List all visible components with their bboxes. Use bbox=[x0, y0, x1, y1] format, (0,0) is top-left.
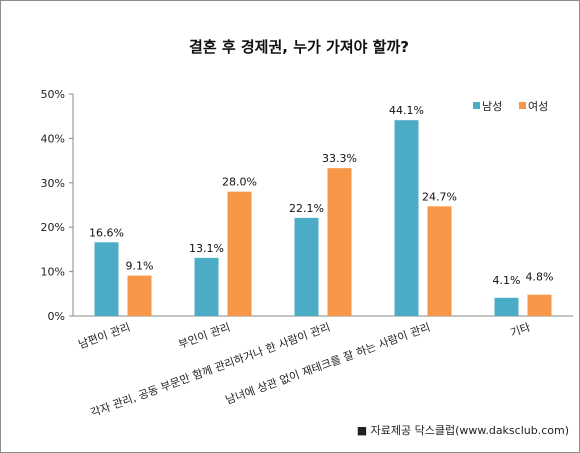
x-category-label: 남편이 관리 bbox=[77, 321, 132, 352]
bar-남성-0 bbox=[94, 242, 119, 316]
bar-남성-4 bbox=[494, 297, 519, 316]
y-tick-label: 30% bbox=[41, 177, 65, 190]
legend-swatch-남성 bbox=[473, 102, 480, 109]
y-tick-label: 20% bbox=[41, 221, 65, 234]
data-label: 4.8% bbox=[526, 271, 554, 284]
y-tick-label: 10% bbox=[41, 266, 65, 279]
data-label: 28.0% bbox=[222, 176, 257, 189]
bar-남성-1 bbox=[194, 257, 219, 316]
data-label: 44.1% bbox=[389, 104, 424, 117]
bar-여성-2 bbox=[327, 168, 352, 316]
x-category-label: 기타 bbox=[509, 321, 532, 340]
x-category-label: 부인이 관리 bbox=[177, 321, 232, 352]
axes: 0% 10% 20% 30% 40% 50% bbox=[41, 88, 573, 323]
bar-여성-1 bbox=[227, 191, 252, 316]
data-label: 22.1% bbox=[289, 202, 324, 215]
data-label: 16.6% bbox=[89, 226, 124, 239]
source-note: ■ 자료제공 닥스클럽(www.daksclub.com) bbox=[357, 423, 569, 437]
data-label: 4.1% bbox=[493, 274, 521, 287]
y-tick-label: 50% bbox=[41, 88, 65, 101]
data-label: 24.7% bbox=[422, 190, 457, 203]
bar-남성-2 bbox=[294, 217, 319, 316]
data-label: 9.1% bbox=[126, 260, 154, 273]
y-tick-label: 0% bbox=[48, 310, 65, 323]
data-label: 33.3% bbox=[322, 152, 357, 165]
bar-여성-3 bbox=[427, 206, 452, 316]
legend-label: 남성 bbox=[482, 100, 502, 113]
legend: 남성 여성 bbox=[473, 100, 548, 113]
bars: 16.6% 9.1% 남편이 관리 13.1% 28.0% 부인이 관리 22.1% 33.3… bbox=[77, 104, 554, 420]
bar-여성-4 bbox=[527, 294, 552, 316]
legend-swatch-여성 bbox=[519, 102, 526, 109]
bar-여성-0 bbox=[127, 275, 152, 316]
bar-남성-3 bbox=[394, 120, 419, 316]
chart-title: 결혼 후 경제권, 누가 가져야 할까? bbox=[189, 38, 409, 56]
data-label: 13.1% bbox=[189, 242, 224, 255]
y-tick-label: 40% bbox=[41, 132, 65, 145]
legend-label: 여성 bbox=[528, 100, 548, 113]
